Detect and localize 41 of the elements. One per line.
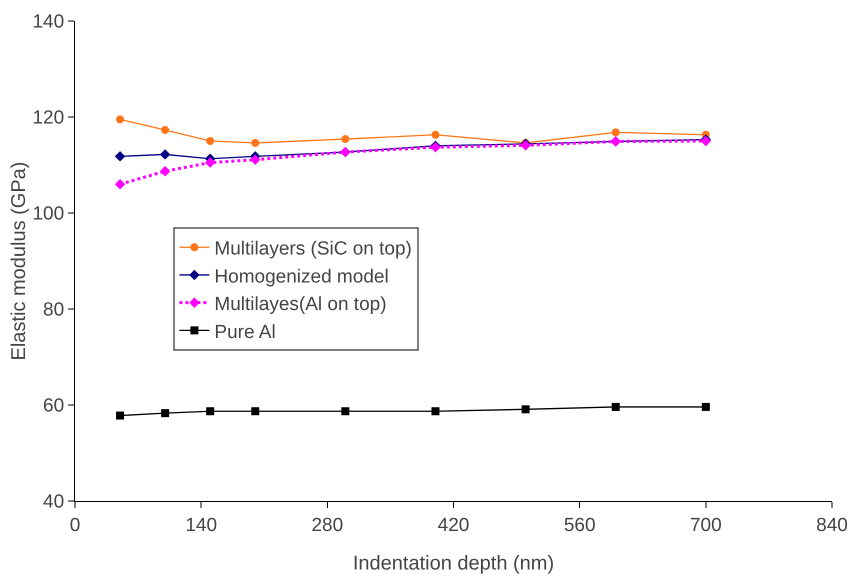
point [612, 128, 620, 136]
x-tick-label: 560 [564, 514, 596, 536]
point [206, 137, 214, 145]
point [341, 135, 350, 144]
legend-label: Homogenized model [214, 266, 389, 288]
y-tick-label: 100 [32, 204, 64, 225]
y-tick-label: 60 [43, 396, 64, 417]
x-tick-label: 280 [311, 514, 344, 536]
y-tick-label: 140 [32, 12, 64, 33]
y-axis-title: Elastic modulus (GPa) [8, 162, 30, 360]
legend-label: Multilayes(Al on top) [214, 294, 387, 316]
point [251, 407, 260, 416]
point [206, 407, 214, 416]
x-axis-title: Indentation depth (nm) [352, 552, 554, 574]
point [161, 409, 170, 418]
x-tick-label: 420 [438, 514, 470, 536]
legend-label: Pure Al [214, 322, 276, 343]
point [702, 402, 710, 411]
point [204, 157, 216, 168]
point [251, 138, 260, 147]
y-tick-label: 80 [43, 300, 64, 321]
legend-label: Multilayers (SiC on top) [214, 238, 412, 260]
point [114, 179, 126, 190]
x-tick-label: 700 [690, 514, 722, 536]
point [160, 149, 170, 160]
point [161, 126, 170, 134]
point [116, 115, 124, 124]
point [160, 166, 170, 176]
point [250, 154, 260, 165]
x-tick-label: 140 [185, 514, 218, 536]
point [522, 405, 530, 414]
x-tick-label: 0 [70, 514, 80, 536]
point [114, 151, 126, 162]
point [431, 130, 440, 139]
point [431, 407, 440, 416]
y-tick-label: 40 [43, 492, 64, 513]
point [341, 407, 350, 416]
y-tick-label: 120 [32, 108, 64, 129]
point [116, 412, 124, 420]
x-tick-label: 840 [816, 514, 848, 536]
point [612, 402, 620, 411]
